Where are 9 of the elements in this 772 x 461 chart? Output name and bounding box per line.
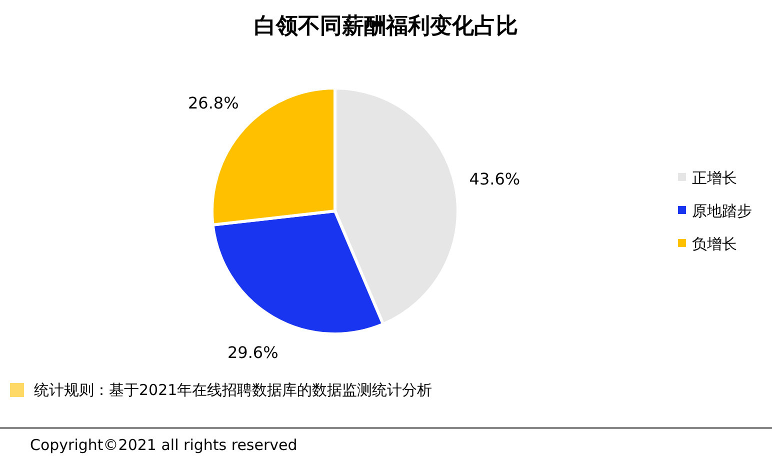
- legend-label: 正增长: [692, 169, 737, 187]
- data-label: 43.6%: [469, 169, 520, 188]
- text: 统计规则：基于2021年在线招聘数据库的数据监测统计分析: [34, 381, 432, 399]
- chart-title: 白领不同薪酬福利变化占比: [254, 13, 518, 39]
- data-label: 26.8%: [188, 93, 239, 112]
- text: Copyright©2021 all rights reserved: [30, 436, 298, 454]
- legend-label: 负增长: [692, 235, 737, 253]
- data-label: 29.6%: [227, 342, 278, 362]
- legend-label: 原地踏步: [692, 202, 752, 220]
